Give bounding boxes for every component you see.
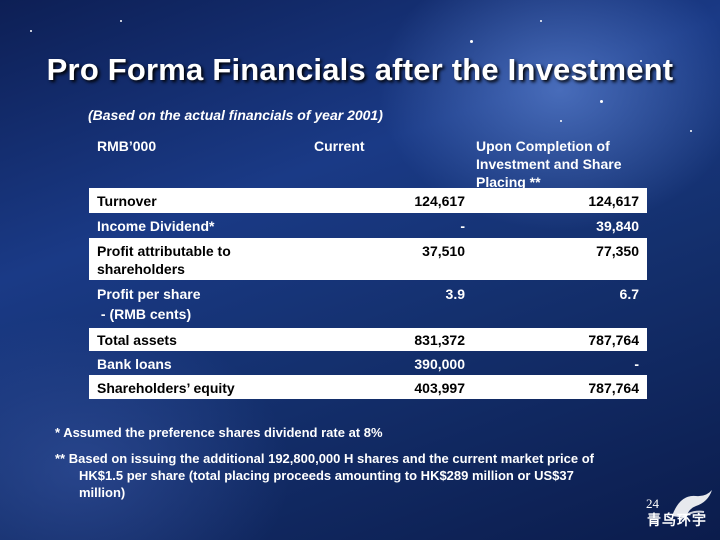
header-upon-line: Placing ** [476,174,541,190]
row-label: Profit attributable to [97,243,231,259]
row-upon: 39,840 [596,218,639,234]
star-decoration [30,30,32,32]
row-current: 124,617 [414,193,465,209]
table-row-income-dividend: Income Dividend* - 39,840 [89,213,647,238]
header-upon-line: Investment and Share [476,156,622,172]
row-current: 403,997 [414,380,465,396]
page-number: 24 [646,496,659,511]
footnote-2-line1: ** Based on issuing the additional 192,8… [55,451,594,466]
star-decoration [540,20,542,22]
row-current: 831,372 [414,332,465,348]
company-logo-icon [672,490,712,521]
table-row-bank-loans: Bank loans 390,000 - [89,351,647,375]
star-decoration [640,60,642,62]
row-label: Turnover [97,193,157,209]
row-label: Profit per share [97,286,201,302]
table-row-turnover: Turnover 124,617 124,617 [89,188,647,213]
star-decoration [470,40,473,43]
header-upon-completion: Upon Completion of Investment and Share … [476,137,646,191]
row-upon: 787,764 [588,380,639,396]
row-current: 37,510 [422,243,465,259]
star-decoration [560,120,562,122]
header-upon-line: Upon Completion of [476,138,610,154]
table-header-row: RMB’000 Current Upon Completion of Inves… [89,133,647,190]
row-label: Income Dividend* [97,218,215,234]
star-decoration [120,20,122,22]
row-label: Bank loans [97,356,172,372]
footnote-1: * Assumed the preference shares dividend… [55,425,383,440]
row-upon: 124,617 [588,193,639,209]
row-current: 3.9 [445,286,465,302]
header-current: Current [314,138,365,154]
row-current: - [460,218,465,234]
row-label: Total assets [97,332,177,348]
table-row-shareholders-equity: Shareholders’ equity 403,997 787,764 [89,375,647,399]
row-current: 390,000 [414,356,465,372]
company-logo-text: 青鸟环宇 [647,512,707,528]
row-upon: - [634,356,639,372]
footnote-2-line3: million) [79,485,126,500]
table-row-profit-attributable: Profit attributable to shareholders 37,5… [89,238,647,280]
star-decoration [690,130,692,132]
page-subtitle: (Based on the actual financials of year … [88,107,383,123]
footnote-2-line2: HK$1.5 per share (total placing proceeds… [79,468,574,483]
star-decoration [600,100,603,103]
row-label: Shareholders’ equity [97,380,235,396]
row-label-line2: - (RMB cents) [97,306,192,322]
page-title: Pro Forma Financials after the Investmen… [46,52,674,87]
row-label-line2: shareholders [97,261,185,277]
row-upon: 6.7 [619,286,639,302]
table-row-profit-per-share: Profit per share - (RMB cents) 3.9 6.7 [89,280,647,328]
row-upon: 77,350 [596,243,639,259]
table-row-total-assets: Total assets 831,372 787,764 [89,328,647,351]
row-upon: 787,764 [588,332,639,348]
header-rmb: RMB’000 [97,138,157,154]
